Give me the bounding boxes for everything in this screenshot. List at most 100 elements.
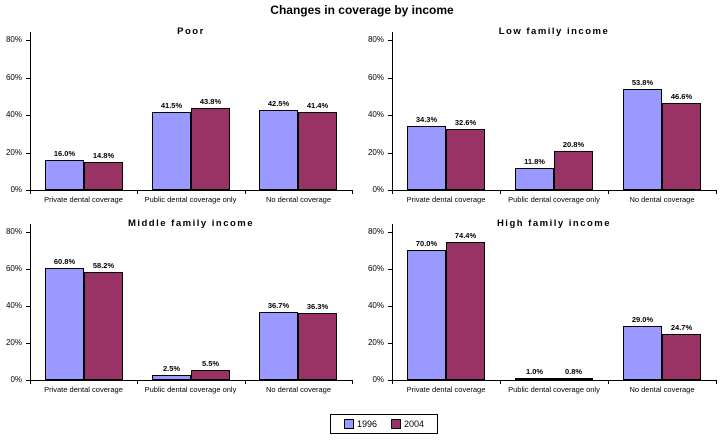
y-axis-tick-label: 40% [367,301,384,310]
y-axis-tick-label: 0% [10,375,22,384]
y-axis-line [30,32,31,191]
y-axis-tick [388,380,392,381]
bar-1996 [407,250,446,380]
bar-value-label: 43.8% [199,97,222,106]
legend-entry-1996: 1996 [343,419,377,429]
bar-1996 [623,326,662,380]
bar-value-label: 20.8% [562,140,585,149]
bar-value-label: 11.8% [524,157,545,166]
bar-1996 [623,89,662,190]
x-axis-line [30,190,352,191]
bar-2004 [84,272,123,380]
bar-value-label: 41.4% [306,101,329,110]
bar-value-label: 1.0% [525,367,544,376]
bar-value-label: 74.4% [454,231,477,240]
y-axis-tick [26,232,30,233]
y-axis-tick-label: 40% [5,110,22,119]
category-label: No dental coverage [629,385,695,394]
bar-value-label: 70.0% [415,239,438,248]
x-axis-tick [392,380,393,384]
x-axis-tick [608,380,609,384]
bar-value-label: 14.8% [92,151,115,160]
y-axis-tick [388,232,392,233]
category-label: Public dental coverage only [508,385,600,394]
category-label: Private dental coverage [406,195,486,204]
y-axis-tick-label: 40% [5,301,22,310]
bar-2004 [446,242,485,380]
y-axis-tick [26,78,30,79]
y-axis-tick [26,380,30,381]
bar-1996 [259,312,298,380]
legend-label-1996: 1996 [356,419,377,429]
x-axis-tick [30,190,31,194]
x-axis-tick [500,190,501,194]
y-axis-line [392,32,393,191]
y-axis-tick-label: 60% [5,73,22,82]
bar-value-label: 58.2% [92,261,115,270]
bar-1996 [152,112,191,190]
y-axis-tick [26,153,30,154]
bar-value-label: 42.5% [267,99,290,108]
legend-entry-2004: 2004 [391,419,424,429]
panel-title: Middle family income [127,218,255,229]
bar-2004 [84,162,123,190]
y-axis-tick-label: 40% [367,110,384,119]
bar-2004 [554,378,593,380]
x-axis-tick [392,190,393,194]
y-axis-tick [388,40,392,41]
bar-2004 [554,151,593,190]
category-label: Public dental coverage only [508,195,600,204]
bar-1996 [152,375,191,380]
y-axis-tick [388,153,392,154]
bar-value-label: 16.0% [53,149,76,158]
y-axis-tick-label: 60% [367,73,384,82]
bar-value-label: 60.8% [53,257,76,266]
bar-value-label: 36.3% [306,302,329,311]
category-label: No dental coverage [265,195,332,204]
bar-1996 [45,160,84,190]
panel-title: High family income [496,218,612,229]
bar-2004 [191,370,230,380]
y-axis-tick [26,343,30,344]
bar-2004 [662,103,701,190]
x-axis-line [392,380,716,381]
y-axis-tick [26,306,30,307]
y-axis-line [30,224,31,381]
y-axis-tick [26,40,30,41]
bar-2004 [298,313,337,380]
panel-title: Low family income [498,26,610,37]
panel-title: Poor [177,26,205,37]
category-label: Public dental coverage only [144,385,237,394]
chart-title: Changes in coverage by income [270,3,454,17]
x-axis-tick [137,190,138,194]
bar-value-label: 24.7% [670,323,693,332]
y-axis-tick-label: 20% [367,148,384,157]
bar-value-label: 2.5% [162,364,181,373]
category-label: Public dental coverage only [144,195,237,204]
bar-2004 [662,334,701,380]
y-axis-tick [388,190,392,191]
bar-value-label: 53.8% [631,78,654,87]
bar-value-label: 36.7% [267,301,290,310]
x-axis-tick [137,380,138,384]
bar-1996 [45,268,84,380]
y-axis-tick-label: 80% [367,35,384,44]
bar-1996 [259,110,298,190]
y-axis-tick [388,269,392,270]
bar-value-label: 34.3% [415,115,438,124]
bar-value-label: 46.6% [670,92,693,101]
legend-swatch-2004-icon [391,419,401,429]
y-axis-tick-label: 0% [372,375,384,384]
legend: 1996 2004 [330,414,438,434]
category-label: No dental coverage [265,385,332,394]
y-axis-tick-label: 80% [5,35,22,44]
x-axis-tick [245,380,246,384]
y-axis-tick [26,190,30,191]
bar-value-label: 32.6% [454,118,477,127]
category-label: Private dental coverage [44,385,123,394]
category-label: No dental coverage [629,195,695,204]
y-axis-tick-label: 0% [372,185,384,194]
bar-value-label: 29.0% [631,315,654,324]
x-axis-tick [716,380,717,384]
